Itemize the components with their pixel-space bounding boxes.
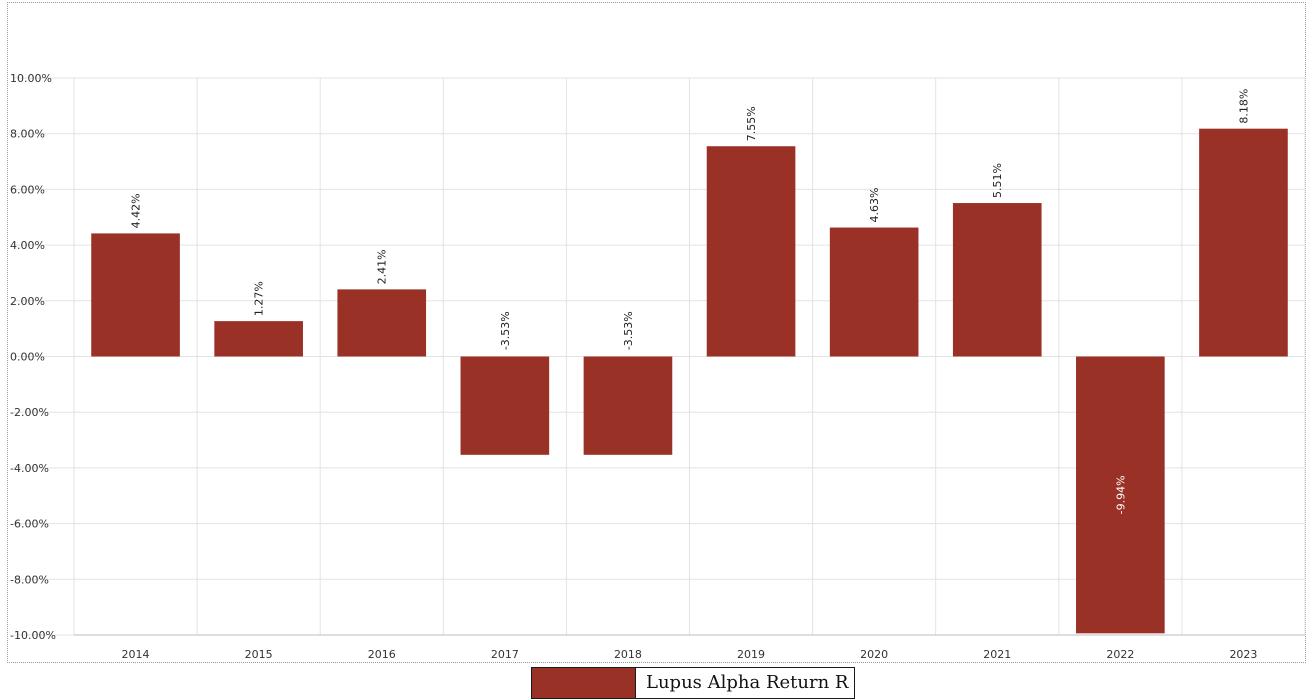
y-tick-label: -8.00% [10, 573, 49, 586]
data-label: 2.41% [376, 249, 389, 284]
y-tick-label: 0.00% [10, 351, 45, 364]
data-label: -3.53% [499, 311, 512, 350]
bars [91, 128, 1288, 634]
data-labels: 4.42% 1.27% 2.41% -3.53% -3.53% 7.55% 4.63% 5.5… [130, 89, 1251, 515]
data-label: 7.55% [745, 106, 758, 141]
bar[interactable] [214, 321, 303, 357]
y-tick-label: 2.00% [10, 295, 45, 308]
bar[interactable] [1076, 356, 1165, 634]
x-axis-ticks: 2014 2015 2016 2017 2018 2019 2020 2021 2022 2023 [122, 648, 1258, 661]
y-tick-label: -4.00% [10, 462, 49, 475]
x-tick-label: 2017 [491, 648, 519, 661]
x-tick-label: 2020 [860, 648, 888, 661]
bar[interactable] [829, 227, 919, 357]
bar[interactable] [337, 289, 427, 357]
y-tick-label: 4.00% [10, 239, 45, 252]
bar[interactable] [460, 356, 550, 455]
data-label: 8.18% [1237, 89, 1250, 124]
data-label: 5.51% [991, 163, 1004, 198]
bar[interactable] [952, 203, 1042, 357]
data-label: -9.94% [1114, 475, 1127, 514]
legend-label[interactable]: Lupus Alpha Return R [636, 667, 856, 699]
data-label: -3.53% [622, 311, 635, 350]
data-label: 4.63% [868, 188, 881, 223]
x-tick-label: 2021 [983, 648, 1011, 661]
y-tick-label: -6.00% [10, 518, 49, 531]
x-tick-label: 2023 [1229, 648, 1257, 661]
y-tick-label: -10.00% [10, 629, 56, 642]
data-label: 4.42% [130, 193, 143, 228]
x-tick-label: 2018 [614, 648, 642, 661]
bar[interactable] [583, 356, 673, 455]
y-tick-label: 8.00% [10, 128, 45, 141]
data-label: 1.27% [253, 281, 266, 316]
bar[interactable] [1199, 128, 1288, 357]
y-tick-label: -2.00% [10, 406, 49, 419]
x-tick-label: 2015 [245, 648, 273, 661]
bar[interactable] [91, 233, 180, 357]
y-tick-label: 6.00% [10, 183, 45, 196]
y-axis-ticks: 10.00% 8.00% 6.00% 4.00% 2.00% 0.00% -2.00% -4.… [10, 72, 56, 642]
x-tick-label: 2014 [122, 648, 150, 661]
bar[interactable] [706, 146, 796, 357]
y-tick-label: 10.00% [10, 72, 52, 85]
legend-swatch[interactable] [531, 667, 636, 699]
x-tick-label: 2022 [1106, 648, 1134, 661]
bar-chart: 10.00% 8.00% 6.00% 4.00% 2.00% 0.00% -2.00% -4.… [10, 72, 1306, 661]
x-tick-label: 2016 [368, 648, 396, 661]
legend[interactable]: Lupus Alpha Return R [531, 667, 856, 699]
x-tick-label: 2019 [737, 648, 765, 661]
